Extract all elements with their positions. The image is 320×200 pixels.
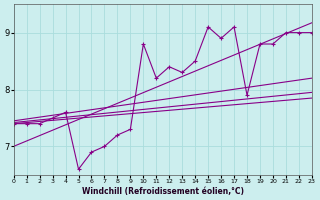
X-axis label: Windchill (Refroidissement éolien,°C): Windchill (Refroidissement éolien,°C) bbox=[82, 187, 244, 196]
